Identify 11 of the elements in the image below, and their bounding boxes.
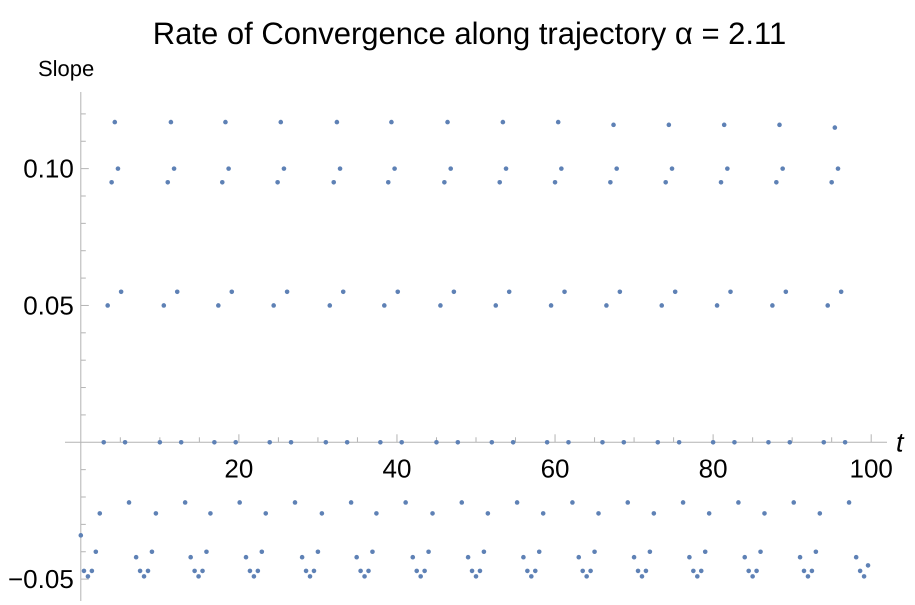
y-tick-label: 0.05	[23, 290, 74, 320]
x-tick-label: 60	[540, 453, 570, 484]
x-axis-title: t	[896, 427, 905, 458]
x-tick-label: 20	[224, 453, 254, 484]
chart-title: Rate of Convergence along trajectory α = 2.11	[152, 16, 786, 51]
y-tick-label: 0.10	[23, 154, 74, 184]
y-axis-title: Slope	[38, 56, 94, 81]
y-tick-label: −0.05	[8, 564, 74, 594]
x-tick-label: 100	[849, 453, 893, 484]
x-tick-label: 80	[698, 453, 728, 484]
x-tick-label: 40	[382, 453, 412, 484]
